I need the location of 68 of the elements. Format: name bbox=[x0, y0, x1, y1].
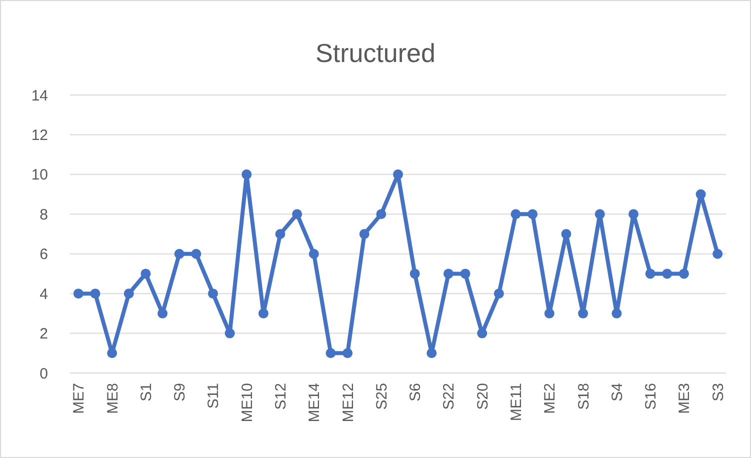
point bbox=[594, 209, 605, 220]
x-tick-label: ME3 bbox=[676, 383, 694, 414]
point bbox=[544, 308, 554, 318]
x-tick-label: ME10 bbox=[238, 383, 256, 422]
x-tick-label: S12 bbox=[272, 383, 290, 410]
point bbox=[662, 268, 672, 279]
x-tick-label: S20 bbox=[474, 383, 492, 410]
point bbox=[477, 328, 488, 338]
point bbox=[510, 209, 521, 220]
x-tick-label: ME11 bbox=[508, 383, 525, 422]
x-tick-label: S25 bbox=[373, 383, 390, 410]
point bbox=[107, 348, 118, 358]
x-tick-label: ME12 bbox=[340, 383, 357, 422]
point bbox=[494, 288, 504, 299]
point bbox=[258, 308, 268, 318]
x-tick-label: S22 bbox=[440, 383, 458, 410]
y-tick-label: 4 bbox=[40, 286, 48, 303]
y-tick-label: 14 bbox=[31, 87, 48, 104]
y-tick-label: 0 bbox=[40, 365, 48, 382]
chart-title: Structured bbox=[316, 38, 436, 68]
point bbox=[410, 268, 420, 279]
x-tick-label: S6 bbox=[407, 383, 424, 402]
point bbox=[612, 308, 622, 318]
x-tick-label: ME2 bbox=[542, 383, 559, 414]
point bbox=[426, 348, 437, 358]
point bbox=[696, 189, 706, 200]
point bbox=[308, 248, 319, 259]
point bbox=[628, 209, 638, 220]
point bbox=[443, 268, 454, 279]
point bbox=[578, 308, 588, 318]
point bbox=[393, 169, 403, 180]
x-tick-label: S11 bbox=[205, 383, 222, 409]
point bbox=[242, 169, 252, 180]
point bbox=[712, 248, 723, 259]
x-tick-label: ME14 bbox=[306, 383, 324, 422]
point bbox=[275, 229, 286, 239]
point bbox=[208, 288, 218, 299]
y-tick-label: 10 bbox=[31, 166, 48, 184]
x-tick-label: ME7 bbox=[70, 383, 88, 414]
point bbox=[90, 288, 100, 299]
x-tick-label: S16 bbox=[642, 383, 660, 410]
point bbox=[292, 209, 302, 220]
point bbox=[124, 288, 134, 299]
y-tick-label: 8 bbox=[40, 206, 48, 224]
x-tick-label: S18 bbox=[575, 383, 592, 410]
point bbox=[224, 328, 235, 338]
y-tick-label: 2 bbox=[40, 326, 48, 343]
x-tick-label: ME8 bbox=[104, 383, 122, 414]
point bbox=[460, 268, 470, 279]
x-tick-label: S1 bbox=[138, 383, 155, 402]
y-tick-label: 6 bbox=[40, 246, 48, 264]
x-tick-label: S9 bbox=[172, 383, 189, 402]
point bbox=[174, 248, 184, 259]
point bbox=[376, 209, 386, 220]
point bbox=[678, 268, 689, 279]
x-tick-label: S4 bbox=[608, 383, 626, 402]
point bbox=[342, 348, 353, 358]
point bbox=[73, 288, 84, 299]
y-tick-label: 12 bbox=[31, 126, 48, 144]
x-tick-label: S3 bbox=[710, 383, 727, 402]
point bbox=[359, 229, 370, 239]
point bbox=[158, 308, 168, 318]
point bbox=[140, 268, 151, 279]
point bbox=[191, 248, 202, 259]
point bbox=[561, 229, 572, 239]
point bbox=[326, 348, 336, 358]
point bbox=[528, 209, 538, 220]
point bbox=[645, 268, 656, 279]
